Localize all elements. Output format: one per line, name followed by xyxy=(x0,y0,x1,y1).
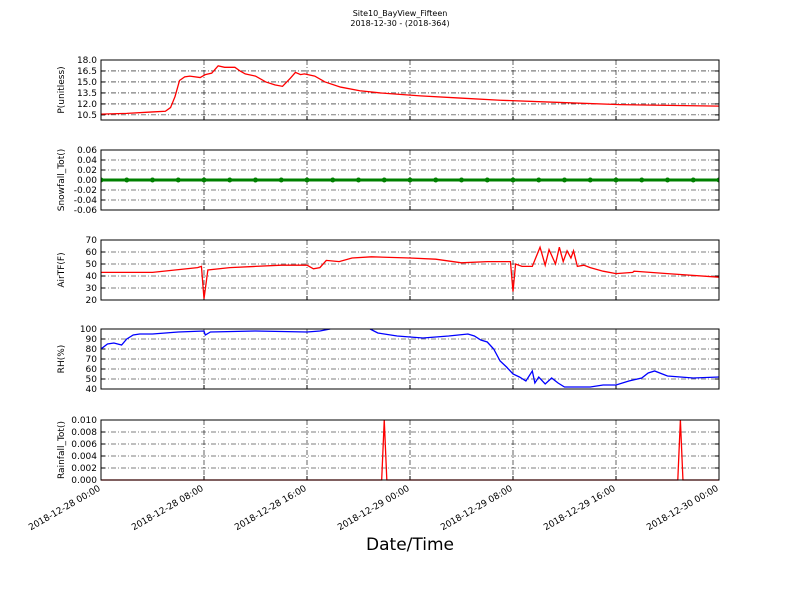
data-point xyxy=(510,177,516,183)
y-tick-label: -0.06 xyxy=(74,206,98,216)
data-point xyxy=(101,177,104,183)
y-tick-label: 13.5 xyxy=(77,89,97,99)
y-tick-label: 80 xyxy=(86,345,98,355)
data-point xyxy=(562,177,567,183)
data-point xyxy=(330,177,336,183)
y-tick-label: 0.008 xyxy=(71,428,97,438)
data-point xyxy=(381,177,387,183)
y-tick-label: 18.0 xyxy=(77,56,97,66)
y-tick-label: 0.010 xyxy=(71,416,97,426)
data-point xyxy=(407,177,413,183)
chart-title: Site10_BayView_Fifteen xyxy=(353,9,448,18)
data-point xyxy=(175,177,181,183)
data-point xyxy=(613,177,619,183)
y-tick-label: 0.002 xyxy=(71,464,97,474)
data-point xyxy=(227,177,233,183)
plot-frame xyxy=(100,239,720,301)
data-line xyxy=(101,328,719,388)
x-tick-label: 2018-12-29 16:00 xyxy=(542,484,617,533)
y-tick-label: 100 xyxy=(80,325,97,335)
data-point xyxy=(356,177,361,183)
y-tick-label: 0.02 xyxy=(77,166,97,176)
y-tick-label: 0.000 xyxy=(71,476,97,486)
y-tick-label: 60 xyxy=(86,248,98,258)
y-tick-label: 0.006 xyxy=(71,440,97,450)
data-point xyxy=(587,177,593,183)
data-point xyxy=(304,177,310,183)
x-tick-label: 2018-12-28 08:00 xyxy=(130,484,205,533)
y-axis-label: P(unitless) xyxy=(57,66,67,113)
data-point xyxy=(201,177,207,183)
y-tick-label: 10.5 xyxy=(77,111,97,121)
data-point xyxy=(459,177,464,183)
data-point xyxy=(253,177,258,183)
plot-frame xyxy=(100,149,720,211)
data-point xyxy=(690,177,696,183)
x-axis-label: Date/Time xyxy=(366,535,454,555)
y-tick-label: -0.02 xyxy=(74,186,97,196)
data-point xyxy=(536,177,542,183)
y-tick-label: -0.04 xyxy=(74,196,98,206)
data-point xyxy=(150,177,155,183)
y-tick-label: 0.004 xyxy=(71,452,97,462)
data-line xyxy=(101,245,719,299)
plot-frame xyxy=(100,328,720,390)
y-tick-label: 40 xyxy=(86,385,98,395)
y-tick-label: 16.5 xyxy=(77,67,97,77)
y-tick-label: 0.00 xyxy=(77,176,97,186)
data-point xyxy=(639,177,645,183)
x-tick-label: 2018-12-28 16:00 xyxy=(233,484,308,533)
plot-frame xyxy=(100,419,720,481)
data-line xyxy=(101,65,719,115)
data-point xyxy=(484,177,490,183)
data-point xyxy=(665,177,670,183)
y-tick-label: 90 xyxy=(86,335,98,345)
y-tick-label: 0.04 xyxy=(77,156,97,166)
y-axis-label: Snowfall_Tot() xyxy=(57,149,67,212)
x-tick-label: 2018-12-30 00:00 xyxy=(645,484,720,533)
y-tick-label: 0.06 xyxy=(77,146,97,156)
y-tick-label: 60 xyxy=(86,365,98,375)
y-tick-label: 30 xyxy=(86,284,98,294)
y-tick-label: 15.0 xyxy=(77,78,97,88)
data-point xyxy=(433,177,439,183)
data-point xyxy=(716,177,719,183)
data-point xyxy=(278,177,284,183)
y-axis-label: Rainfall_Tot() xyxy=(57,421,67,479)
x-tick-label: 2018-12-29 00:00 xyxy=(336,484,411,533)
y-tick-label: 70 xyxy=(86,236,98,246)
y-tick-label: 50 xyxy=(86,260,98,270)
chart-subtitle: 2018-12-30 - (2018-364) xyxy=(350,19,449,28)
y-tick-label: 40 xyxy=(86,272,98,282)
x-tick-label: 2018-12-29 08:00 xyxy=(439,484,514,533)
y-axis-label: AirTF(F) xyxy=(57,252,67,287)
data-point xyxy=(124,177,130,183)
x-tick-label: 2018-12-28 00:00 xyxy=(27,484,102,533)
y-axis-label: RH(%) xyxy=(57,345,67,374)
plot-frame xyxy=(100,59,720,121)
y-tick-label: 50 xyxy=(86,375,98,385)
y-tick-label: 70 xyxy=(86,355,98,365)
y-tick-label: 20 xyxy=(86,296,98,306)
y-tick-label: 12.0 xyxy=(77,100,97,110)
